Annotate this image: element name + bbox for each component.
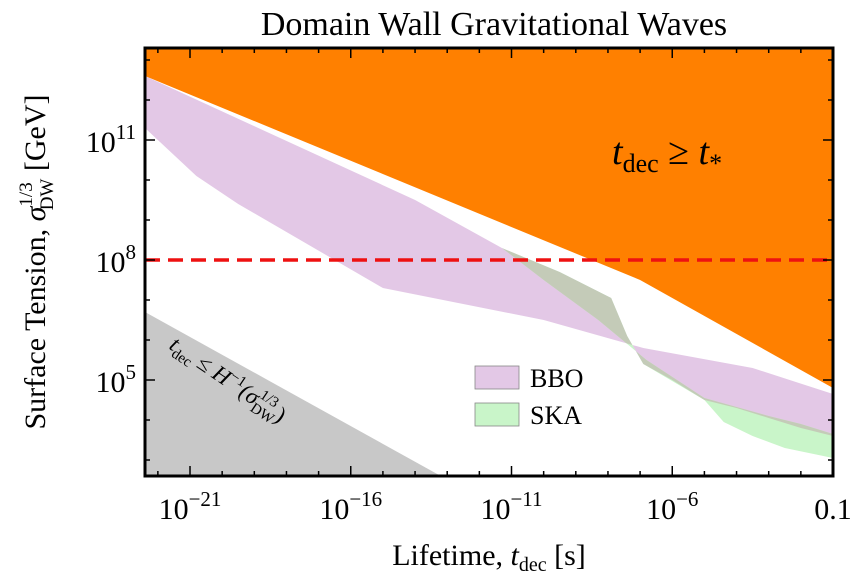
x-axis-label-sub: dec xyxy=(519,554,547,576)
legend-label-ska: SKA xyxy=(530,401,582,430)
orange-label-sub2: * xyxy=(709,149,722,178)
y-axis-label: Surface Tension, σ1/3DW [GeV] xyxy=(16,95,58,430)
legend-label-bbo: BBO xyxy=(530,364,583,393)
x-axis-label: Lifetime, tdec [s] xyxy=(392,539,586,576)
orange-label-rel: ≥ xyxy=(659,131,699,173)
gray-label-exp: −1 xyxy=(227,369,249,391)
y-axis-label-unit: [GeV] xyxy=(19,95,52,179)
legend: BBO SKA xyxy=(474,364,583,430)
horizon-excluded-region xyxy=(145,312,441,476)
orange-region-label: tdec ≥ t* xyxy=(612,131,722,178)
orange-label-var: t xyxy=(612,131,624,173)
x-tick-label: 10−11 xyxy=(480,487,542,526)
y-tick-label: 108 xyxy=(96,240,137,279)
chart-title: Domain Wall Gravitational Waves xyxy=(261,6,727,43)
y-tick-label: 105 xyxy=(96,360,137,399)
x-tick-label: 10−21 xyxy=(159,487,222,526)
orange-label-sub: dec xyxy=(623,149,659,178)
x-tick-label: 10−16 xyxy=(319,487,382,526)
y-tick-label: 1011 xyxy=(86,120,136,159)
orange-label-var2: t xyxy=(699,131,711,173)
gray-region-label: tdec ≤ H−1(σ1/3DW) xyxy=(162,330,292,432)
x-axis-label-unit: [s] xyxy=(547,539,586,572)
x-axis-label-var: t xyxy=(511,539,520,572)
x-tick-label: 0.1 xyxy=(814,493,852,526)
bbo-ska-overlap-region xyxy=(501,248,833,436)
plot-frame xyxy=(143,46,835,478)
legend-swatch-ska xyxy=(474,402,520,427)
legend-swatch-bbo xyxy=(474,365,520,390)
tick-labels: 10−21 10−16 10−11 10−6 0.1 105 108 1011 xyxy=(86,120,852,526)
tdec-ge-tstar-region xyxy=(145,48,833,388)
y-axis-label-sub: DW xyxy=(37,179,58,211)
y-axis-label-var: σ xyxy=(19,205,52,221)
axis-ticks xyxy=(145,48,834,476)
x-axis-label-main: Lifetime, xyxy=(392,539,510,572)
x-tick-label: 10−6 xyxy=(646,487,698,526)
y-axis-label-main: Surface Tension, xyxy=(19,221,52,429)
bbo-region xyxy=(145,76,833,436)
plot-regions xyxy=(145,48,833,476)
y-axis-label-sup: 1/3 xyxy=(16,182,37,206)
